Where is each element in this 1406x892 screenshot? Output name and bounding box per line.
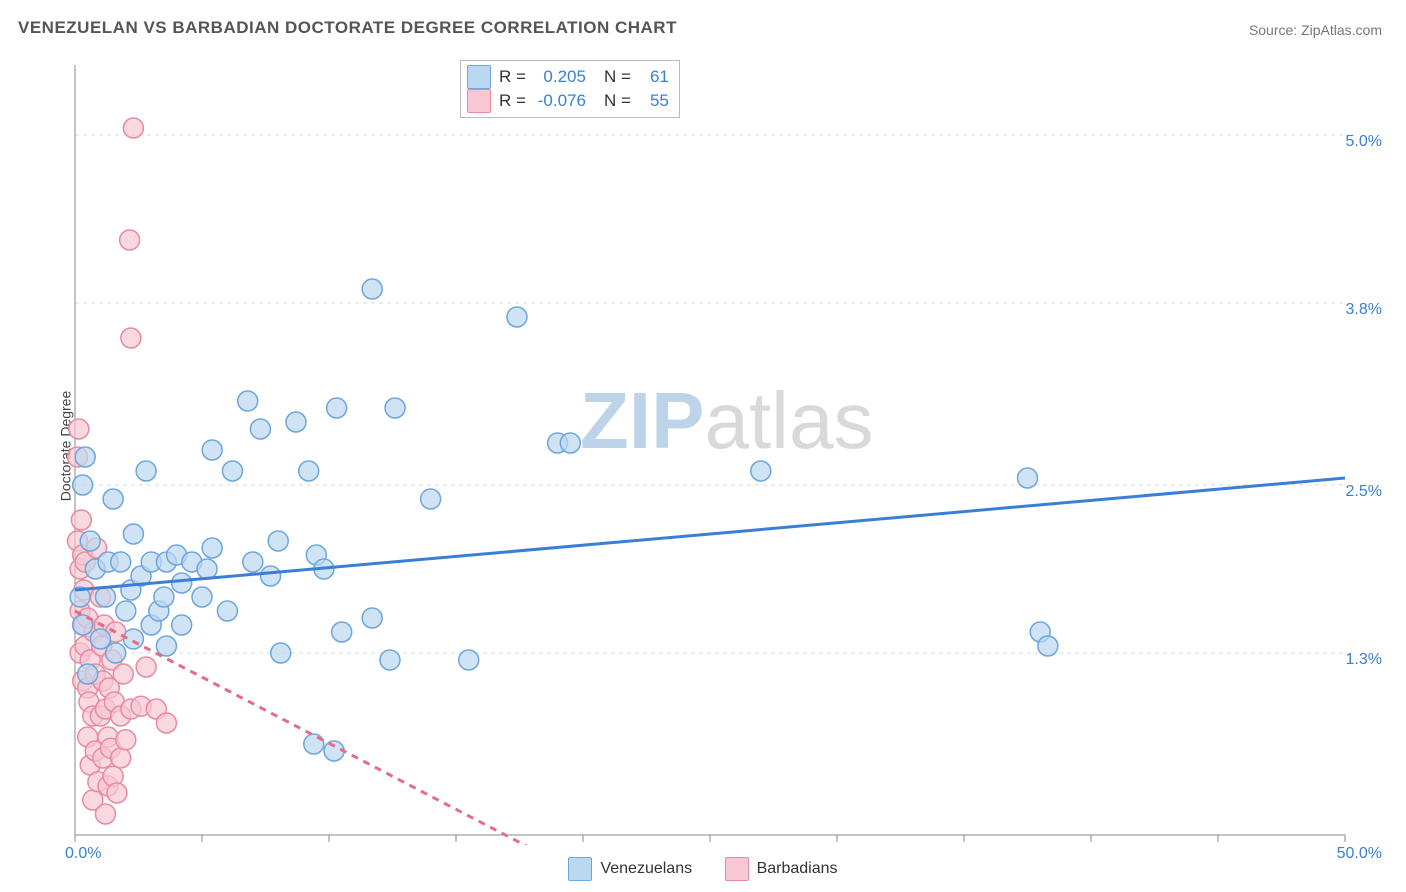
y-tick-label: 3.8%: [1346, 301, 1382, 319]
r-value-a: 0.205: [534, 65, 586, 89]
legend-label-a: Venezuelans: [600, 860, 692, 878]
x-tick-label: 50.0%: [1337, 845, 1382, 863]
y-tick-label: 2.5%: [1346, 483, 1382, 501]
legend-label-b: Barbadians: [757, 860, 838, 878]
plot-area: [50, 55, 1370, 845]
r-value-b: -0.076: [534, 89, 586, 113]
legend-swatch-b: [467, 89, 491, 113]
y-tick-label: 1.3%: [1346, 651, 1382, 669]
legend-swatch-a: [467, 65, 491, 89]
x-tick-label: 0.0%: [65, 845, 101, 863]
chart-title: VENEZUELAN VS BARBADIAN DOCTORATE DEGREE…: [18, 18, 677, 38]
r-label: R =: [499, 89, 526, 113]
x-axis-legend: Venezuelans Barbadians: [0, 857, 1406, 886]
correlation-row-b: R = -0.076 N = 55: [467, 89, 669, 113]
legend-item-a: Venezuelans: [568, 857, 692, 881]
legend-swatch-b-bottom: [725, 857, 749, 881]
n-value-a: 61: [639, 65, 669, 89]
chart-container: VENEZUELAN VS BARBADIAN DOCTORATE DEGREE…: [0, 0, 1406, 892]
source-attribution: Source: ZipAtlas.com: [1249, 22, 1382, 38]
legend-item-b: Barbadians: [725, 857, 838, 881]
scatter-chart-svg: [50, 55, 1370, 845]
n-label: N =: [604, 89, 631, 113]
correlation-row-a: R = 0.205 N = 61: [467, 65, 669, 89]
y-tick-label: 5.0%: [1346, 133, 1382, 151]
n-label: N =: [604, 65, 631, 89]
r-label: R =: [499, 65, 526, 89]
correlation-legend: R = 0.205 N = 61 R = -0.076 N = 55: [460, 60, 680, 118]
legend-swatch-a-bottom: [568, 857, 592, 881]
n-value-b: 55: [639, 89, 669, 113]
